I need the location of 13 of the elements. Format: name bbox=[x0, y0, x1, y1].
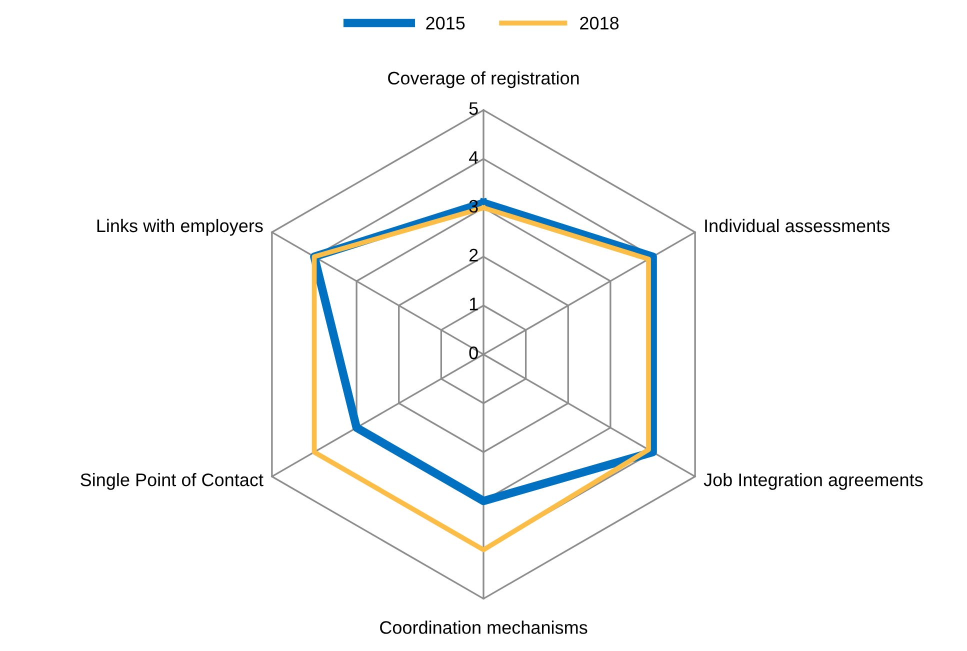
y-tick-label: 5 bbox=[469, 102, 478, 115]
y-tick-label: 1 bbox=[470, 298, 478, 310]
y-tick-label: 2 bbox=[469, 248, 478, 262]
y-tick-label: 4 bbox=[468, 151, 478, 164]
legend-label: 2018 bbox=[580, 16, 619, 30]
legend-label: 2015 bbox=[426, 16, 465, 30]
spoke-label: Links with employers bbox=[97, 218, 263, 236]
spoke-label: Single Point of Contact bbox=[80, 473, 264, 490]
spoke-label: Job Integration agreements bbox=[704, 473, 923, 490]
y-tick-label: 0 bbox=[469, 346, 478, 360]
spoke-label: Individual assessments bbox=[705, 218, 890, 232]
spoke-label: Coordination mechanisms bbox=[380, 620, 588, 634]
spoke-label: Coverage of registration bbox=[388, 71, 579, 88]
